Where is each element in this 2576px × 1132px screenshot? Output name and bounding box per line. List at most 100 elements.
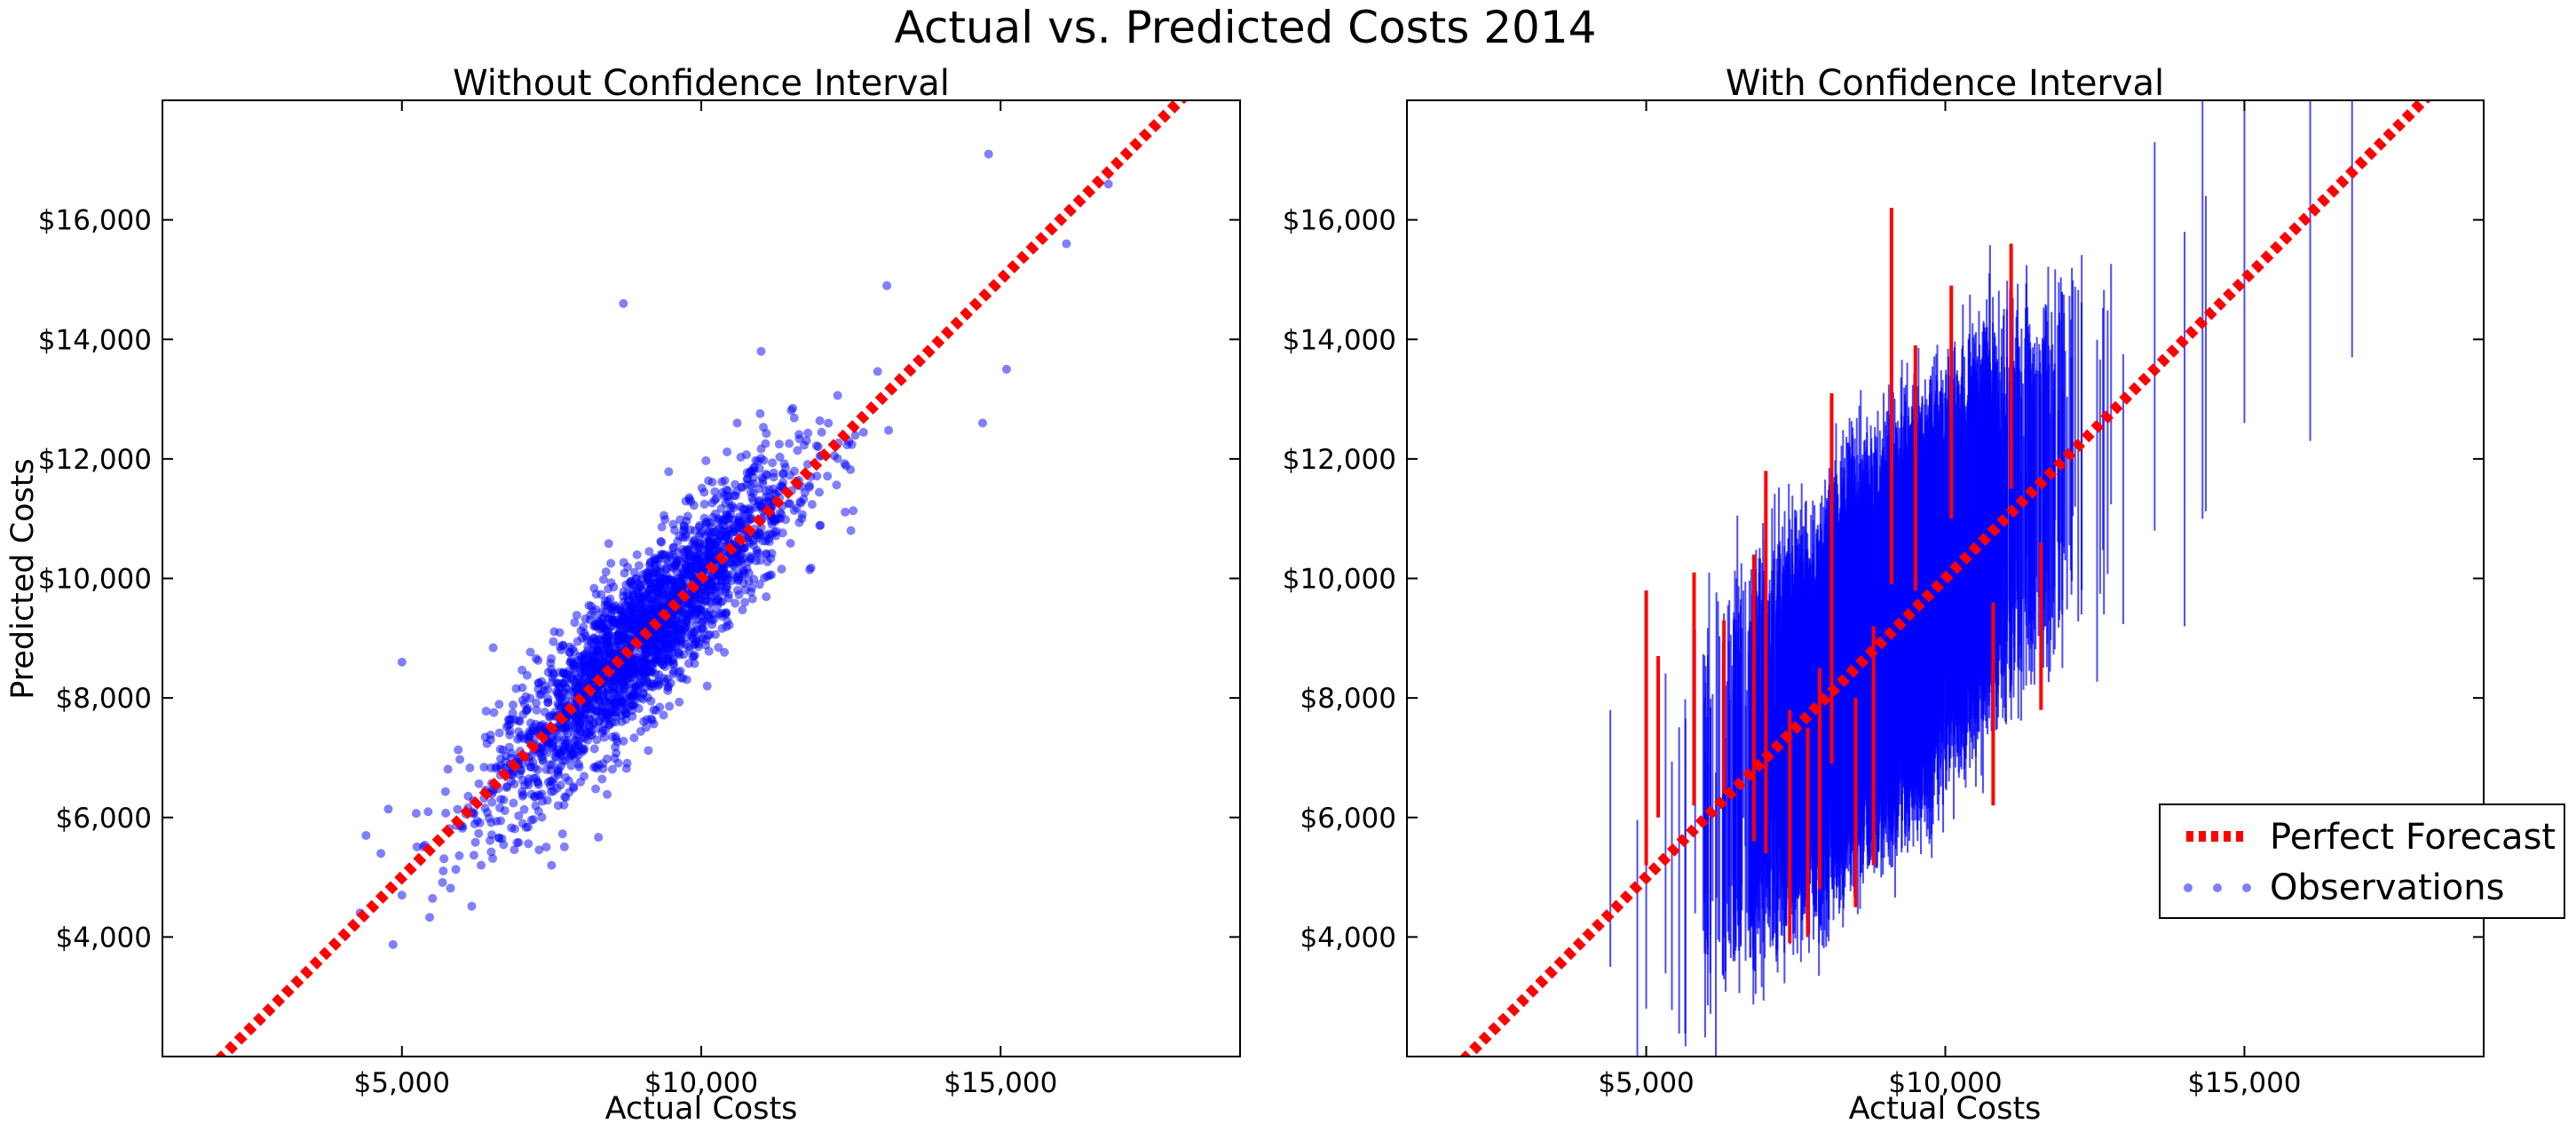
observation-point [670,560,680,570]
observation-point [507,823,517,833]
observation-point [842,461,851,471]
observation-point [1103,179,1113,189]
observation-point [604,642,614,652]
observation-point [669,621,679,630]
observation-point [676,607,685,617]
observation-point [536,689,546,699]
observation-point [573,681,583,691]
observation-point [470,837,480,847]
observation-point [686,496,696,506]
observation-point [538,796,548,806]
observation-point [553,801,563,811]
observation-point [813,442,823,452]
observation-point [657,550,667,560]
observation-point [555,748,565,758]
observation-point [724,526,734,535]
observation-point [656,574,666,583]
observation-point [570,618,580,628]
observation-point [733,523,743,533]
observation-point [383,804,393,814]
observation-point [684,546,694,556]
observation-point [623,562,633,572]
observation-point [635,680,644,690]
observation-point [634,561,644,571]
observation-point [598,574,608,584]
observation-point [518,791,527,801]
observation-point [601,567,611,577]
y-tick-label: $16,000 [38,205,152,237]
observation-point [665,701,675,711]
observation-point [763,572,772,582]
observation-point [533,790,543,800]
observation-point [748,535,758,545]
observation-point [717,612,727,621]
observation-point [841,507,850,517]
observation-point [579,745,589,755]
observation-point [734,574,744,584]
observation-point [786,406,796,416]
observation-point [714,544,723,554]
y-tick-label: $4,000 [56,922,152,954]
observation-point [574,762,584,772]
observation-point [606,578,616,588]
observation-point [541,843,551,852]
observation-point [802,436,811,446]
observation-point [702,610,712,620]
observation-point [785,439,794,448]
panel-title-right: With Confidence Interval [1726,63,2164,104]
observation-point [736,452,746,462]
observation-point [678,673,688,683]
observation-point [609,684,619,693]
observation-point [531,801,541,811]
observation-point [599,732,609,742]
observation-point [728,569,738,579]
observation-point [643,617,652,627]
observation-point [680,624,690,634]
observation-point [755,408,765,418]
observation-point [650,559,660,569]
observation-point [486,763,496,772]
observation-point [508,701,518,710]
observation-point [592,621,602,630]
observation-point [636,726,645,736]
observation-point [707,478,717,487]
observation-point [561,772,571,782]
observation-point [649,705,659,715]
observation-point [568,644,578,653]
plot-frame-left [162,99,1241,1057]
observation-point [598,758,608,768]
observation-point [792,503,802,513]
observation-point [531,653,541,663]
observation-point [570,736,580,746]
y-axis-label-left: Predicted Costs [5,458,41,699]
observation-point [691,614,701,624]
observation-point [705,526,715,536]
observation-point [499,840,509,850]
observation-point [659,673,668,683]
observation-point [623,601,633,611]
observation-point [412,842,422,851]
observation-point [756,346,766,356]
observation-point [749,574,759,584]
panel-without-ci: Without Confidence Interval Actual Costs… [5,63,1241,1127]
observation-point [597,709,607,719]
observation-point [585,723,595,732]
observation-point [699,499,709,509]
observation-point [551,678,561,688]
observation-point [731,558,741,567]
observation-point [681,530,691,540]
observation-point [700,591,710,601]
observation-point [722,515,731,525]
observation-point [592,735,602,745]
observation-point [615,675,625,685]
observation-point [701,635,711,645]
observation-point [617,637,627,646]
observation-point [587,601,597,611]
y-tick-label: $6,000 [56,803,152,835]
observation-point [644,588,654,598]
observation-point [488,643,498,653]
observation-point [681,632,691,642]
observation-point [814,487,824,497]
observation-point [523,704,533,714]
observation-point [824,418,834,428]
